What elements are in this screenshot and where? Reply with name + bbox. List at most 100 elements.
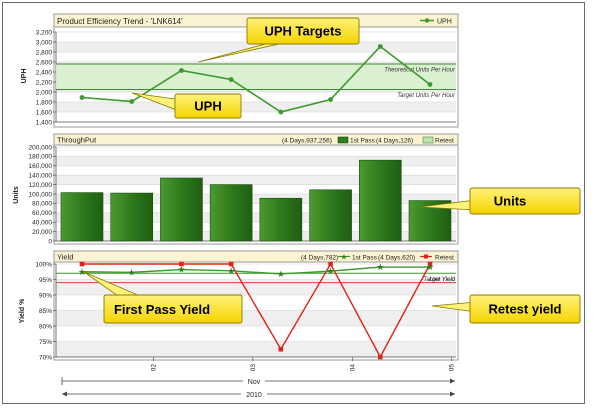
x-tick-label: 03 bbox=[250, 364, 257, 372]
uph-y-axis: 3,200 3,000 2,800 2,600 2,400 2,200 2,000 1,800… bbox=[36, 29, 456, 126]
y-tick-label: 180,000 bbox=[29, 154, 53, 161]
y-tick-label: 80% bbox=[39, 323, 52, 330]
x-tick-label: 02 bbox=[150, 364, 157, 372]
year-bracket: 2010 bbox=[62, 388, 455, 399]
y-tick-label: 0 bbox=[48, 238, 52, 245]
throughput-bar bbox=[209, 184, 253, 242]
throughput-legend-retest-label: Retest bbox=[435, 138, 454, 145]
y-tick-label: 20,000 bbox=[32, 229, 52, 236]
throughput-legend-retest-swatch bbox=[422, 136, 434, 144]
y-tick-label: 200,000 bbox=[29, 144, 53, 151]
first-pass-yield-line bbox=[81, 266, 430, 275]
y-tick-label: 60,000 bbox=[32, 210, 52, 217]
month-bracket: Nov bbox=[61, 375, 455, 386]
callout-units-text: Units bbox=[494, 194, 527, 209]
y-tick-label: 100% bbox=[35, 261, 52, 268]
first-pass-yield-point: ★ bbox=[177, 265, 185, 275]
y-tick-label: 95% bbox=[39, 277, 52, 284]
uph-target-band: Theoretical Units Per Hour Target Units P… bbox=[56, 63, 456, 99]
first-pass-yield-point: ★ bbox=[128, 267, 136, 277]
uph-point bbox=[328, 97, 333, 102]
throughput-legend-first-pass-swatch bbox=[337, 136, 349, 144]
throughput-bar bbox=[110, 192, 154, 242]
time-axis: 02 03 04 05 bbox=[150, 357, 456, 372]
y-tick-label: 80,000 bbox=[32, 201, 52, 208]
y-tick-label: 85% bbox=[39, 308, 52, 315]
yield-legend-retest-summary: (4 Days,620) bbox=[378, 255, 415, 262]
x-tick-label: 04 bbox=[349, 364, 356, 372]
first-pass-yield-point: ★ bbox=[327, 266, 335, 276]
y-tick-label: 100,000 bbox=[29, 191, 53, 198]
y-tick-label: 2,400 bbox=[36, 69, 53, 76]
y-tick-label: 75% bbox=[39, 339, 52, 346]
callout-retest-yield: Retest yield bbox=[431, 294, 581, 324]
uph-point bbox=[278, 109, 284, 115]
uph-point bbox=[179, 68, 184, 73]
y-tick-label: 1,400 bbox=[36, 119, 53, 126]
yield-legend-retest-label: Retest bbox=[435, 255, 454, 262]
y-tick-label: 1,600 bbox=[36, 109, 53, 116]
first-pass-yield-point: ★ bbox=[426, 262, 434, 272]
uph-panel-title: Product Efficiency Trend - 'LNK614' bbox=[57, 17, 183, 26]
yield-y-axis: 100% 95% 90% 85% 80% 75% 70% bbox=[35, 261, 456, 361]
throughput-bar bbox=[309, 189, 352, 242]
callout-uph-targets: UPH Targets bbox=[197, 17, 360, 63]
grid-stripe bbox=[56, 156, 456, 166]
y-tick-label: 90% bbox=[39, 292, 52, 299]
retest-yield-point bbox=[179, 261, 184, 267]
yield-legend: (4 Days,782) ★ 1st Pass (4 Days,620) Ret… bbox=[301, 253, 454, 262]
retest-yield-point bbox=[278, 346, 284, 352]
first-pass-yield-point: ★ bbox=[78, 267, 86, 277]
throughput-panel-title: ThroughPut bbox=[57, 136, 97, 145]
throughput-legend-retest-summary: (4 Days,126) bbox=[376, 138, 413, 145]
y-tick-label: 140,000 bbox=[29, 173, 53, 180]
uph-point bbox=[79, 95, 85, 100]
y-tick-label: 70% bbox=[39, 354, 52, 361]
throughput-bar bbox=[60, 192, 104, 242]
uph-legend-label: UPH bbox=[437, 19, 452, 26]
y-tick-label: 3,200 bbox=[36, 29, 53, 36]
grid-stripe bbox=[56, 279, 456, 295]
yield-legend-first-pass-summary: (4 Days,782) bbox=[301, 255, 338, 262]
grid-stripe bbox=[56, 194, 456, 204]
callout-uph-text: UPH bbox=[194, 99, 221, 114]
yield-legend-first-pass-star: ★ bbox=[340, 253, 347, 262]
throughput-legend: (4 Days,937,256) 1st Pass (4 Days,126) R… bbox=[282, 136, 454, 145]
year-label: 2010 bbox=[246, 392, 262, 399]
month-label: Nov bbox=[248, 379, 261, 386]
throughput-legend-first-pass-label: 1st Pass bbox=[350, 138, 376, 145]
uph-point bbox=[228, 77, 234, 82]
y-tick-label: 2,200 bbox=[36, 79, 53, 86]
first-pass-yield-point: ★ bbox=[227, 266, 235, 276]
y-tick-label: 40,000 bbox=[32, 220, 52, 227]
throughput-legend-first-pass-summary: (4 Days,937,256) bbox=[282, 138, 332, 145]
grid-stripe bbox=[56, 212, 456, 223]
yield-y-axis-label: Yield % bbox=[19, 298, 26, 323]
theoretical-uph-label: Theoretical Units Per Hour bbox=[384, 68, 456, 74]
callout-first-pass-yield-text: First Pass Yield bbox=[114, 302, 210, 317]
y-tick-label: 2,600 bbox=[36, 59, 53, 66]
first-pass-yield-point: ★ bbox=[376, 262, 384, 272]
y-tick-label: 2,800 bbox=[36, 49, 53, 56]
uph-point bbox=[427, 82, 433, 87]
grid-stripe bbox=[56, 231, 456, 241]
throughput-bar bbox=[358, 159, 402, 242]
yield-panel-header bbox=[53, 250, 459, 263]
throughput-y-axis-label: Units bbox=[13, 186, 20, 204]
x-tick-label: 05 bbox=[449, 364, 456, 372]
grid-stripe bbox=[56, 102, 456, 112]
y-tick-label: 120,000 bbox=[29, 182, 53, 189]
y-tick-label: 160,000 bbox=[29, 163, 53, 170]
target-band-fill bbox=[56, 64, 456, 90]
low-yield-label: Low Yield bbox=[429, 277, 455, 283]
uph-legend: UPH bbox=[420, 18, 452, 26]
y-tick-label: 1,800 bbox=[36, 99, 53, 106]
callout-units: Units bbox=[419, 187, 581, 215]
y-tick-label: 2,000 bbox=[36, 89, 53, 96]
uph-point bbox=[377, 44, 383, 49]
callout-retest-yield-text: Retest yield bbox=[489, 302, 562, 317]
retest-yield-point bbox=[79, 261, 85, 267]
target-yield-label: Target Yield bbox=[423, 277, 455, 283]
